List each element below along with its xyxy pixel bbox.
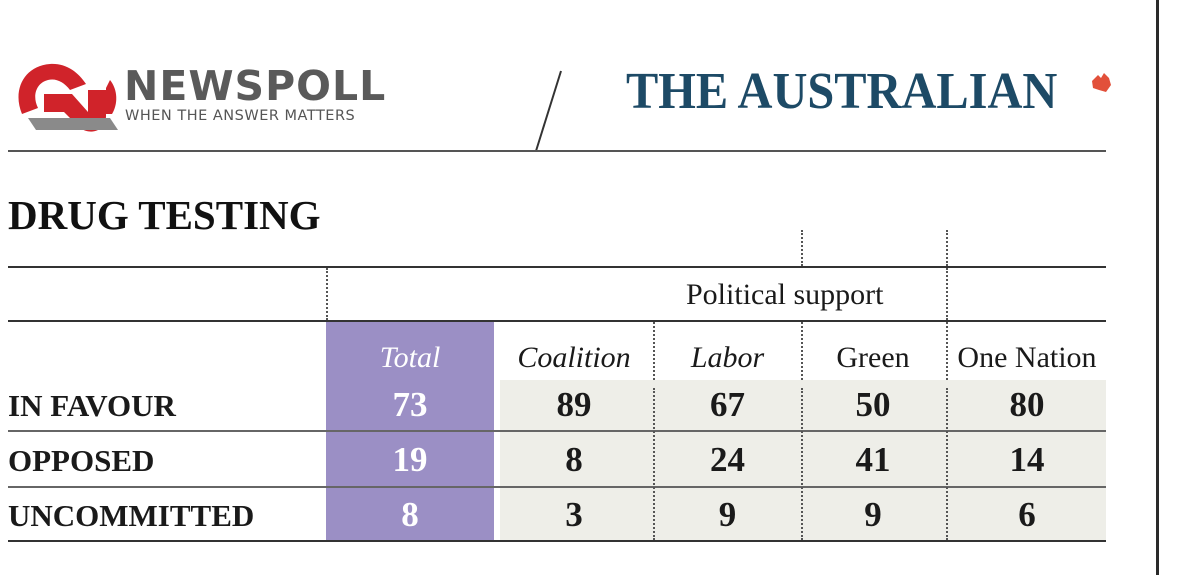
column-divider (653, 388, 655, 540)
table-cell: 73 (326, 380, 494, 430)
row-rule (8, 486, 1106, 488)
group-header-rule (8, 320, 1106, 322)
row-label-opposed: OPPOSED (8, 443, 155, 478)
table-cell: 80 (1009, 385, 1045, 424)
column-divider (946, 388, 948, 540)
column-divider (946, 322, 948, 388)
newspoll-wordmark: NEWSPOLL (124, 62, 387, 110)
the-australian-wordmark: THE AUSTRALIAN (626, 63, 1058, 120)
column-divider (946, 230, 948, 266)
table-cell: 8 (326, 490, 494, 540)
newspoll-logo-icon (14, 60, 120, 141)
table-cell: 19 (326, 434, 494, 486)
table-cell: 50 (855, 385, 891, 424)
row-label-uncommitted: UNCOMMITTED (8, 498, 255, 533)
party-columns-background (500, 380, 1106, 540)
row-label-in-favour: IN FAVOUR (8, 388, 176, 423)
column-divider (326, 268, 328, 320)
column-header-one-nation: One Nation (957, 341, 1097, 374)
table-cell: 67 (710, 385, 745, 424)
newspoll-tagline: WHEN THE ANSWER MATTERS (125, 108, 356, 124)
table-cell: 8 (565, 440, 583, 479)
row-rule (8, 430, 1106, 432)
column-header-labor: Labor (690, 341, 765, 374)
table-top-rule (8, 266, 1106, 268)
table-cell: 3 (565, 495, 583, 534)
table-bottom-rule (8, 540, 1106, 542)
table-cell: 9 (718, 495, 737, 534)
column-divider (946, 268, 948, 320)
column-header-coalition: Coalition (517, 341, 631, 374)
column-divider (801, 322, 803, 388)
group-header-political-support: Political support (686, 278, 884, 311)
column-header-total: Total (326, 322, 494, 388)
australia-map-icon (1090, 72, 1112, 99)
page-edge-rule (1156, 0, 1159, 575)
table-cell: 6 (1018, 495, 1036, 534)
table-cell: 9 (864, 495, 882, 534)
column-divider (653, 322, 655, 388)
table-cell: 24 (710, 440, 745, 479)
table-cell: 14 (1009, 440, 1045, 479)
table-cell: 41 (855, 440, 891, 479)
column-divider (801, 388, 803, 540)
column-divider (801, 230, 803, 266)
header-divider (8, 150, 1106, 152)
page-title: DRUG TESTING (8, 192, 321, 238)
column-header-green: Green (836, 341, 910, 374)
table-cell: 89 (556, 385, 592, 424)
divider-slash (534, 70, 564, 157)
